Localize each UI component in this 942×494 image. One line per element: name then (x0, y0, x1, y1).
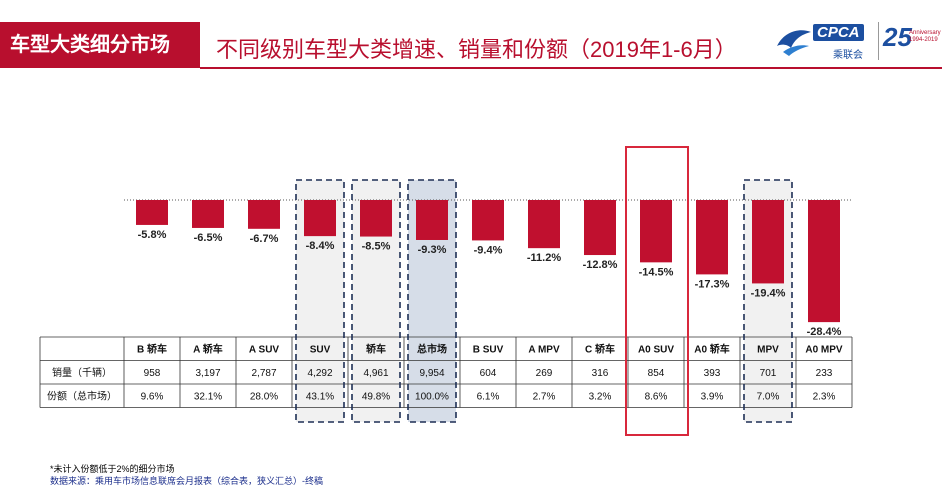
table-cell-0-10: 393 (704, 368, 721, 379)
bar-value-label-3: -8.4% (306, 240, 335, 252)
bar-value-label-8: -12.8% (583, 259, 618, 271)
bar-7 (528, 200, 560, 249)
category-label-12: A0 MPV (805, 345, 843, 356)
category-label-11: MPV (757, 345, 779, 356)
category-label-9: A0 SUV (638, 345, 674, 356)
table-cell-1-9: 8.6% (645, 392, 668, 403)
table-cell-0-4: 4,961 (363, 368, 388, 379)
bar-value-label-5: -9.3% (418, 244, 447, 256)
bar-4 (360, 200, 392, 237)
bar-3 (304, 200, 336, 237)
bar-9 (640, 200, 672, 263)
table-cell-0-12: 233 (816, 368, 833, 379)
logo-brand: CPCA (813, 24, 864, 41)
table-cell-0-3: 4,292 (307, 368, 332, 379)
anniversary-caption: Anniversary 1994-2019 (909, 30, 941, 43)
table-cell-1-3: 43.1% (306, 392, 334, 403)
row-label-0: 销量（千辆） (52, 366, 112, 379)
table-cell-0-5: 9,954 (419, 368, 444, 379)
bar-5 (416, 200, 448, 240)
logo-sub: 乘联会 (833, 50, 863, 61)
category-label-5: 总市场 (417, 343, 447, 356)
bar-value-label-10: -17.3% (695, 278, 730, 290)
highlight-red-box-9 (625, 146, 689, 436)
bar-2 (248, 200, 280, 229)
bar-6 (472, 200, 504, 241)
table-cell-1-4: 49.8% (362, 392, 390, 403)
cpca-logo: CPCA 乘联会 25 Anniversary 1994-2019 (775, 20, 941, 62)
bar-0 (136, 200, 168, 225)
category-label-2: A SUV (249, 345, 280, 356)
table-cell-1-6: 6.1% (477, 392, 500, 403)
table-cell-0-1: 3,197 (195, 368, 220, 379)
highlight-dashed-box-11 (743, 179, 793, 423)
table-cell-0-0: 958 (144, 368, 161, 379)
table-cell-1-1: 32.1% (194, 392, 222, 403)
category-label-6: B SUV (473, 345, 504, 356)
highlight-dashed-box-3 (295, 179, 345, 423)
bird-logo-icon (777, 30, 811, 56)
table-cell-1-8: 3.2% (589, 392, 612, 403)
table-cell-0-11: 701 (760, 368, 777, 379)
row-label-1: 份额（总市场） (47, 390, 117, 403)
bar-value-label-6: -9.4% (474, 244, 503, 256)
table-cell-1-5: 100.0% (415, 392, 449, 403)
header-rule (200, 67, 942, 69)
table-cell-1-2: 28.0% (250, 392, 278, 403)
category-label-0: B 轿车 (137, 343, 167, 356)
category-label-10: A0 轿车 (694, 343, 730, 356)
bar-10 (696, 200, 728, 275)
bar-value-label-4: -8.5% (362, 241, 391, 253)
highlight-dashed-box-4 (351, 179, 401, 423)
bar-value-label-11: -19.4% (751, 287, 786, 299)
page-title: 不同级别车型大类增速、销量和份额（2019年1-6月） (216, 37, 737, 62)
data-source: 数据来源：乘用车市场信息联席会月报表（综合表，狭义汇总）-终稿 (50, 476, 323, 486)
category-label-4: 轿车 (366, 343, 386, 356)
bar-12 (808, 200, 840, 323)
bar-value-label-2: -6.7% (250, 233, 279, 245)
bar-value-label-0: -5.8% (138, 229, 167, 241)
table-cell-1-10: 3.9% (701, 392, 724, 403)
table-cell-1-0: 9.6% (141, 392, 164, 403)
table-cell-1-12: 2.3% (813, 392, 836, 403)
footnote: *未计入份额低于2%的细分市场 (50, 464, 175, 474)
table-cell-0-9: 854 (648, 368, 665, 379)
table-cell-0-2: 2,787 (251, 368, 276, 379)
category-label-1: A 轿车 (193, 343, 223, 356)
table-cell-1-7: 2.7% (533, 392, 556, 403)
section-tag: 车型大类细分市场 (0, 22, 200, 68)
bar-1 (192, 200, 224, 228)
table-cell-0-8: 316 (592, 368, 609, 379)
table-cell-0-6: 604 (480, 368, 497, 379)
category-label-8: C 轿车 (585, 343, 615, 356)
category-label-3: SUV (310, 345, 331, 356)
table-cell-0-7: 269 (536, 368, 553, 379)
logo-separator (878, 22, 879, 60)
category-label-7: A MPV (528, 345, 560, 356)
bar-11 (752, 200, 784, 284)
bar-8 (584, 200, 616, 256)
bar-value-label-7: -11.2% (527, 252, 561, 264)
bar-value-label-1: -6.5% (194, 232, 223, 244)
bar-value-label-9: -14.5% (639, 266, 674, 278)
anniversary-mark: 25 (883, 22, 912, 52)
bar-value-label-12: -28.4% (807, 326, 842, 338)
table-cell-1-11: 7.0% (757, 392, 780, 403)
highlight-dashed-box-5 (407, 179, 457, 423)
